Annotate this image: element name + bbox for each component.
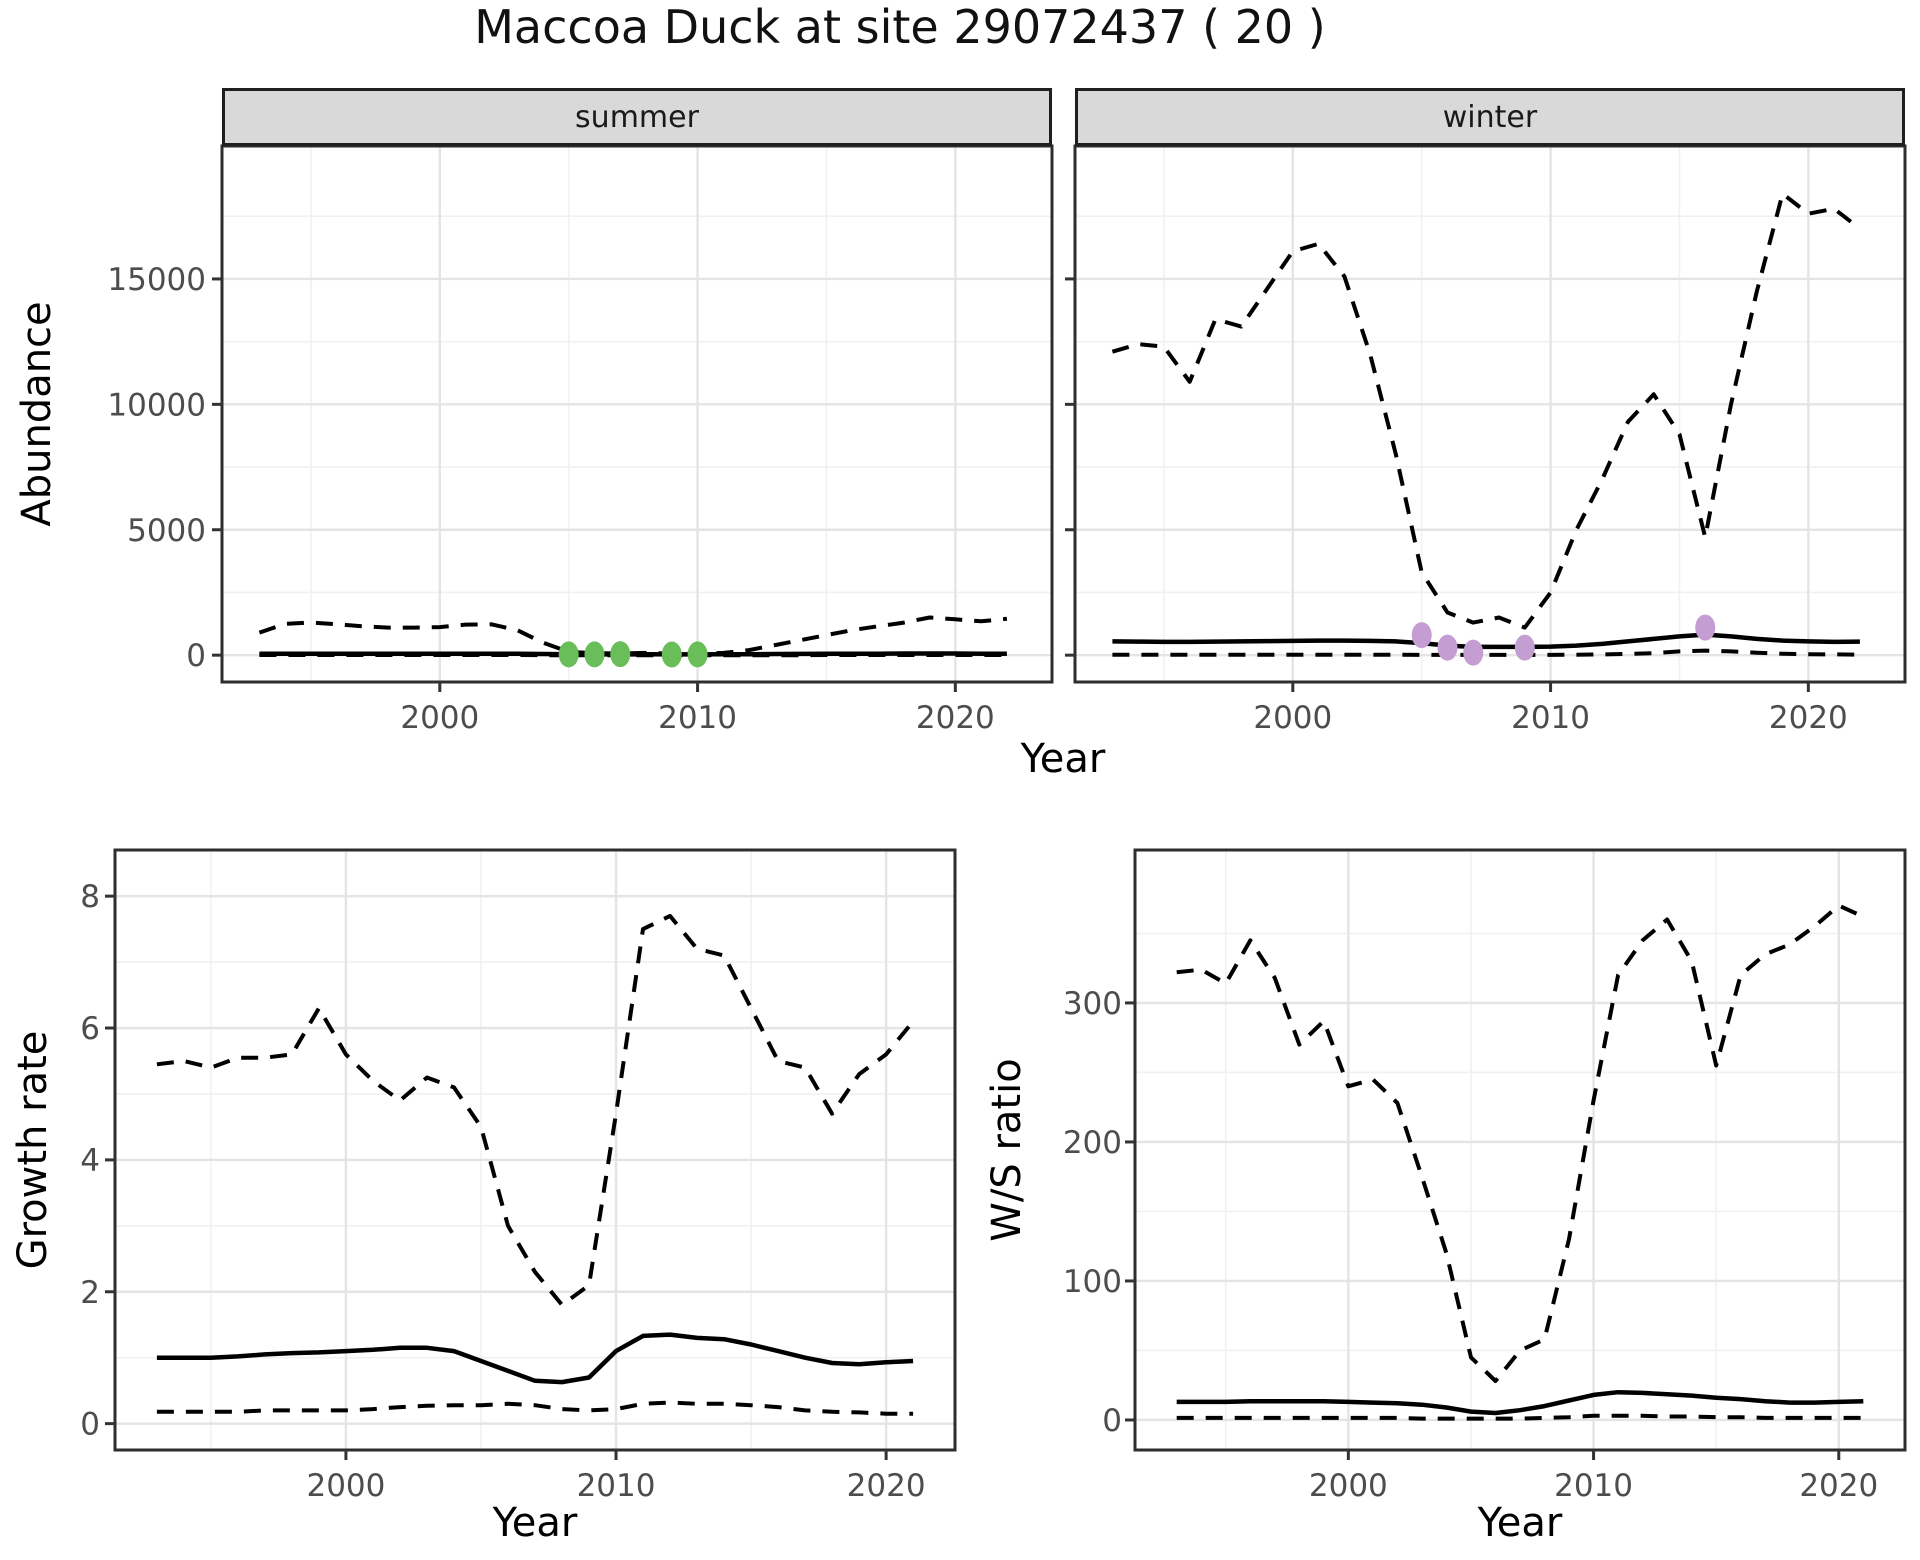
- growth-rate-y-axis: 0 2 4 6 8: [80, 879, 115, 1443]
- facet-strip-winter: winter: [1075, 88, 1905, 146]
- abundance-winter-observed-point: [1514, 634, 1535, 661]
- y-axis-title-ws-ratio: W/S ratio: [984, 1058, 1030, 1242]
- growth-rate-x-tick-label: 2010: [577, 1468, 656, 1504]
- abundance-winter-observed-counts: [1411, 614, 1716, 666]
- abundance-winter-plot-area: [1075, 146, 1905, 682]
- growth-rate-y-tick-label: 0: [80, 1407, 100, 1443]
- y-axis-title-abundance: Abundance: [14, 301, 60, 527]
- abundance-summer-observed-point: [558, 641, 579, 668]
- abundance-summer-observed-counts: [558, 641, 708, 668]
- ws-ratio-upper-ci-line: [1176, 903, 1865, 1383]
- abundance-winter-x-tick-label: 2020: [1769, 700, 1848, 736]
- abundance-winter-fit-line: [1112, 632, 1860, 650]
- growth-rate-x-axis: 2000 2010 2020: [306, 1450, 926, 1504]
- panel-abundance-summer: 2000 2010 2020 0 5000 10000 15000: [107, 144, 1054, 736]
- abundance-summer-y-tick-label: 10000: [107, 387, 206, 423]
- growth-rate-x-tick-label: 2020: [847, 1468, 926, 1504]
- abundance-winter-x-axis: 2000 2010 2020: [1253, 682, 1848, 736]
- ws-ratio-panel-border: [1133, 848, 1907, 1452]
- abundance-summer-observed-point: [661, 641, 682, 668]
- ws-ratio-y-tick-label: 200: [1063, 1125, 1122, 1161]
- ws-ratio-x-tick-label: 2020: [1799, 1468, 1878, 1504]
- y-axis-title-growth-rate: Growth rate: [10, 1030, 56, 1270]
- abundance-winter-panel-border: [1073, 144, 1907, 684]
- ws-ratio-y-tick-label: 300: [1063, 986, 1122, 1022]
- facet-strip-winter-label: winter: [1442, 99, 1538, 135]
- growth-rate-lower-ci-line: [156, 1400, 914, 1416]
- abundance-summer-y-tick-label: 15000: [107, 262, 206, 298]
- abundance-winter-observed-point: [1411, 622, 1432, 649]
- x-axis-title-growth-rate: Year: [492, 1500, 578, 1546]
- abundance-summer-observed-point: [687, 641, 708, 668]
- abundance-winter-observed-point: [1695, 614, 1716, 641]
- abundance-winter-x-tick-label: 2000: [1253, 700, 1332, 736]
- x-axis-title-ws-ratio: Year: [1477, 1500, 1563, 1546]
- growth-rate-y-tick-label: 2: [80, 1275, 100, 1311]
- abundance-winter-observed-point: [1437, 634, 1458, 661]
- abundance-summer-x-axis: 2000 2010 2020: [400, 682, 995, 736]
- ws-ratio-y-tick-label: 100: [1063, 1264, 1122, 1300]
- abundance-summer-y-tick-label: 5000: [127, 513, 206, 549]
- abundance-summer-y-axis: 0 5000 10000 15000: [107, 262, 222, 674]
- abundance-winter-x-tick-label: 2010: [1511, 700, 1590, 736]
- panel-abundance-winter: 2000 2010 2020: [1065, 144, 1907, 736]
- abundance-summer-upper-ci-line: [258, 615, 1008, 656]
- abundance-summer-y-tick-label: 0: [186, 638, 206, 674]
- ws-ratio-x-axis: 2000 2010 2020: [1309, 1450, 1878, 1504]
- abundance-summer-x-tick-label: 2010: [658, 700, 737, 736]
- abundance-summer-x-tick-label: 2020: [916, 700, 995, 736]
- panel-growth-rate: 2000 2010 2020 0 2 4 6 8: [80, 848, 957, 1504]
- growth-rate-panel-border: [113, 848, 957, 1452]
- abundance-winter-y-axis: [1065, 277, 1075, 657]
- growth-rate-fit-line: [156, 1332, 914, 1385]
- growth-rate-y-tick-label: 4: [80, 1143, 100, 1179]
- abundance-summer-observed-point: [610, 641, 631, 668]
- ws-ratio-x-tick-label: 2010: [1554, 1468, 1633, 1504]
- ws-ratio-y-tick-label: 0: [1102, 1403, 1122, 1439]
- abundance-summer-panel-border: [220, 144, 1054, 684]
- growth-rate-y-tick-label: 6: [80, 1011, 100, 1047]
- ws-ratio-fit-line: [1176, 1389, 1864, 1416]
- abundance-winter-observed-point: [1463, 639, 1484, 666]
- chart-title: Maccoa Duck at site 29072437 ( 20 ): [474, 0, 1326, 54]
- ws-ratio-y-axis: 0 100 200 300: [1063, 986, 1135, 1439]
- x-axis-title-abundance: Year: [1020, 736, 1106, 782]
- facet-strip-summer-label: summer: [575, 99, 699, 135]
- growth-rate-y-tick-label: 8: [80, 879, 100, 915]
- ws-ratio-gridlines: [1135, 850, 1905, 1450]
- panel-ws-ratio: 2000 2010 2020 0 100 200 300: [1063, 848, 1907, 1504]
- abundance-summer-plot-area: [222, 146, 1052, 682]
- growth-rate-upper-ci-line: [156, 913, 915, 1307]
- growth-rate-x-tick-label: 2000: [306, 1468, 385, 1504]
- facet-strip-summer: summer: [222, 88, 1052, 146]
- abundance-summer-x-tick-label: 2000: [400, 700, 479, 736]
- abundance-summer-observed-point: [584, 641, 605, 668]
- abundance-winter-lower-ci-line: [1112, 648, 1860, 657]
- abundance-winter-upper-ci-line: [1111, 191, 1862, 630]
- ws-ratio-x-tick-label: 2000: [1309, 1468, 1388, 1504]
- growth-rate-plot-area: [115, 850, 955, 1450]
- abundance-winter-gridlines: [1075, 146, 1905, 682]
